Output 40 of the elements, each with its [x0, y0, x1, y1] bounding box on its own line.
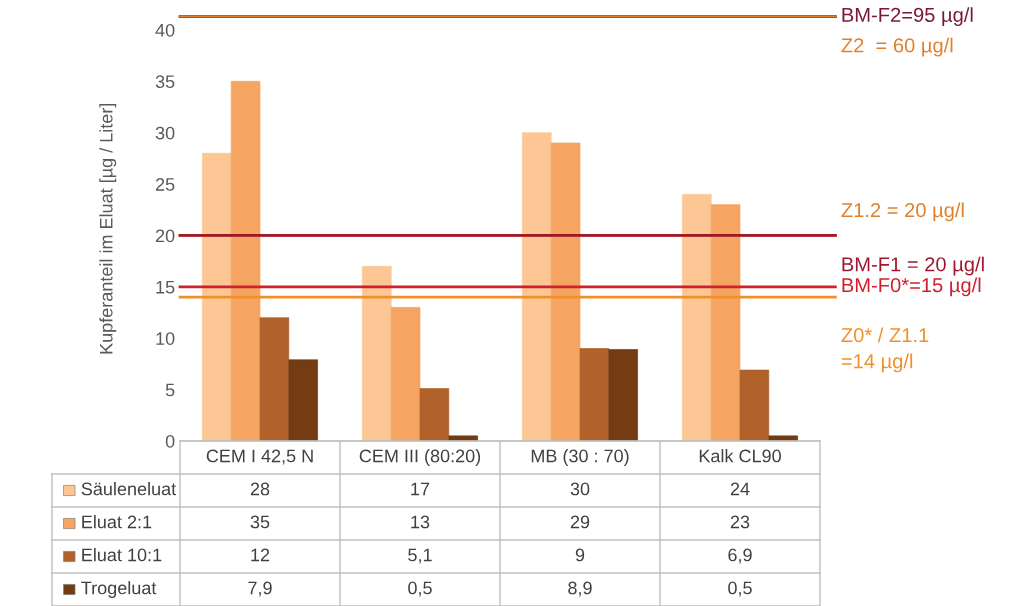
legend-label: Trogeluat — [81, 581, 157, 598]
ref-line-label: Z1.2 = 20 µg/l — [841, 202, 964, 222]
y-tick-label: 10 — [156, 332, 175, 345]
y-tick-label: 30 — [155, 126, 175, 140]
text: 28 — [250, 482, 270, 496]
text: Z2 = 60 µg/l — [841, 37, 953, 57]
y-tick-label: 20 — [155, 229, 175, 243]
x-tick-label: Kalk CL90 — [699, 449, 781, 463]
legend-label: Säuleneluat — [81, 482, 177, 496]
x-tick-label: CEM III (80:20) — [359, 449, 481, 466]
text: 5,1 — [408, 548, 432, 564]
x-tick-label: MB (30 : 70) — [531, 449, 629, 466]
legend-label: Eluat 2:1 — [82, 515, 152, 529]
y-tick-label: 5 — [165, 383, 175, 397]
text: 0,5 — [408, 581, 432, 597]
text: 13 — [411, 515, 430, 529]
ref-line-label: BM-F0*=15 µg/l — [842, 277, 981, 297]
y-tick-label: 15 — [156, 280, 175, 294]
ref-line-label: Z0* / Z1.1 =14 µg/l — [841, 327, 929, 373]
y-tick-label: 25 — [155, 178, 175, 191]
text: 7,9 — [248, 581, 272, 597]
y-tick-label: 35 — [155, 75, 175, 89]
text: 12 — [251, 548, 270, 562]
text: 8,9 — [568, 581, 592, 597]
x-tick-label: CEM I 42,5 N — [206, 449, 313, 465]
y-tick-label: 0 — [165, 434, 175, 448]
text: 9 — [575, 548, 585, 562]
text: 29 — [570, 515, 590, 529]
text: 30 — [570, 482, 590, 496]
text: 6,9 — [728, 548, 752, 564]
text: 0,5 — [728, 581, 752, 597]
text: 24 — [730, 482, 750, 496]
text: 35 — [250, 515, 270, 529]
text: 23 — [730, 515, 750, 529]
legend-label: Eluat 10:1 — [82, 548, 162, 562]
text: 17 — [411, 482, 430, 496]
text: BM-F2=95 µg/l — [842, 7, 973, 26]
y-axis-title: Kupferanteil im Eluat [µg / Liter] — [99, 103, 117, 354]
ref-line-label: BM-F1 = 20 µg/l — [842, 256, 984, 276]
y-tick-label: 40 — [155, 23, 175, 37]
